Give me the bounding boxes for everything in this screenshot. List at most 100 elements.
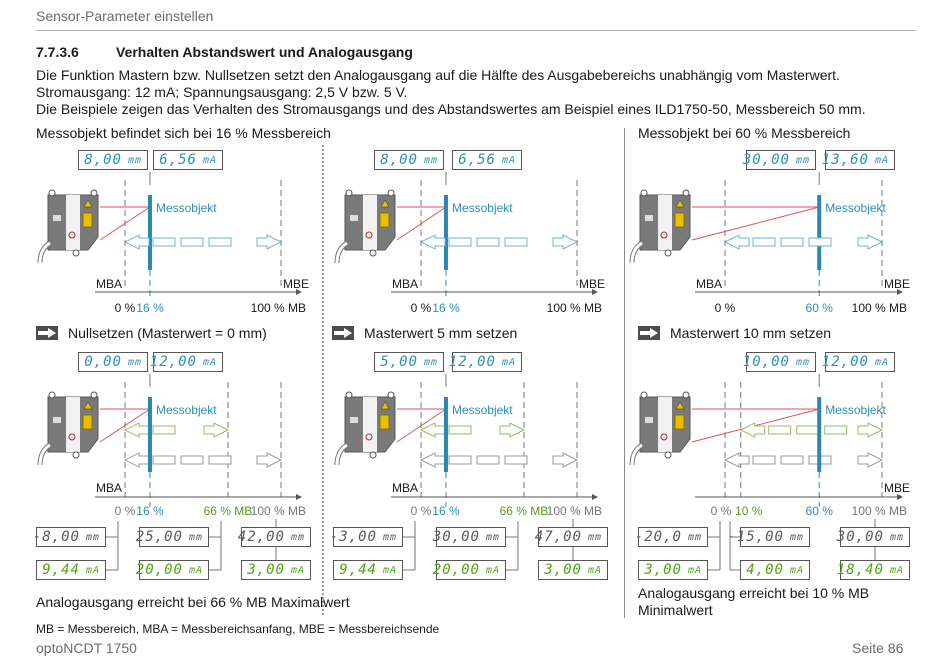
range-arrow-segment	[448, 237, 472, 247]
tick-label-100: 100 % MB	[852, 301, 907, 315]
arrow-right-icon	[638, 326, 660, 340]
lcd-unit: mm	[423, 356, 438, 368]
brand-logo-icon	[365, 433, 373, 441]
sensor-label-strip	[66, 195, 80, 250]
tick-label-object: 16 %	[432, 301, 460, 315]
panel-2-bottom-lcd-current: 12,00 mA	[449, 352, 522, 372]
measuring-range-arrow-segment	[152, 455, 176, 465]
lcd-value: 3,00	[544, 562, 582, 578]
panel-2-top-lcd-distance: 8,00 mm	[374, 150, 444, 170]
panel-3-readout-2-distance: -15,00 mm	[727, 527, 810, 547]
range-arrow-right-head	[857, 234, 884, 250]
tick-label-0: 0 %	[115, 504, 136, 518]
panel-1-readout-1-current: 9,44 mA	[36, 560, 106, 580]
measurement-object	[443, 397, 448, 472]
tick-label-100: 100 % MB	[251, 504, 306, 518]
measurement-object	[443, 195, 448, 270]
panel-1-readout-2-current: 20,00 mA	[136, 560, 209, 580]
lcd-unit: mm	[188, 531, 203, 543]
panel-1-top-lcd-current: 6,56 mA	[153, 150, 223, 170]
mba-label: MBA	[696, 277, 722, 291]
lcd-value: 18,40	[836, 562, 884, 578]
lcd-unit: mm	[127, 356, 142, 368]
messobjekt-label: Messobjekt	[825, 403, 886, 417]
mount-hole	[682, 189, 690, 197]
panel-3-note-2: Minimalwert	[638, 602, 713, 618]
messobjekt-label: Messobjekt	[452, 403, 513, 417]
panel-3-top-lcd-current: 13,60 mA	[822, 150, 895, 170]
lcd-unit: mA	[789, 564, 804, 576]
panel-3-readout-2-current: 4,00 mA	[740, 560, 810, 580]
mount-hole	[48, 391, 56, 399]
axis-arrow-icon	[296, 289, 302, 295]
tick-label-object: 60 %	[806, 504, 834, 518]
panel-2-readout-2-current: 20,00 mA	[433, 560, 506, 580]
laser-reflection	[396, 206, 447, 241]
measurement-object	[147, 397, 152, 472]
lcd-unit: mA	[188, 564, 203, 576]
lcd-value: 8,00	[84, 152, 122, 168]
sensor-grille	[350, 417, 358, 423]
output-range-arrow-left-head	[739, 422, 766, 438]
measuring-range-arrow-left-head	[419, 452, 446, 468]
measuring-range-arrow-right-head	[256, 452, 283, 468]
panel-divider-solid	[624, 128, 625, 618]
lcd-value: -3,00	[329, 529, 377, 545]
measuring-range-arrow-segment	[208, 455, 232, 465]
sensor-window-icon	[379, 414, 390, 430]
panel-1-note: Analogausgang erreicht bei 66 % MB Maxim…	[36, 594, 350, 610]
lcd-value: 47,00	[534, 529, 582, 545]
output-range-arrow-left-head	[123, 422, 150, 438]
lcd-unit: mA	[889, 564, 904, 576]
output-range-arrow-segment	[448, 425, 472, 435]
panel-1-readout-2-distance: 25,00 mm	[136, 527, 209, 547]
lcd-unit: mm	[789, 531, 804, 543]
panel-divider-dotted	[322, 145, 324, 615]
panel-1-caption: Messobjekt befindet sich bei 16 % Messbe…	[36, 125, 331, 141]
output-range-arrow-right-head	[857, 422, 884, 438]
mba-label: MBA	[96, 481, 122, 495]
measuring-range-arrow-segment	[752, 455, 776, 465]
lcd-value: -15,00	[727, 529, 784, 545]
panel-3-bottom-lcd-distance: 10,00 mm	[743, 352, 816, 372]
mount-hole	[369, 249, 377, 257]
intro-paragraph-3: Die Beispiele zeigen das Verhalten des S…	[36, 101, 866, 117]
mba-label: MBA	[392, 481, 418, 495]
lcd-unit: mA	[874, 154, 889, 166]
lcd-unit: mA	[687, 564, 702, 576]
lcd-value: 3,00	[644, 562, 682, 578]
laser-warning-icon	[675, 401, 685, 410]
sensor-window-icon	[379, 212, 390, 228]
laser-reflection	[691, 206, 820, 241]
tick-label-output-max: 66 % MB	[204, 504, 253, 518]
range-arrow-left-head	[123, 234, 150, 250]
tick-label-100: 100 % MB	[852, 504, 907, 518]
tick-label-0: 0 %	[411, 301, 432, 315]
cable-icon-inner	[630, 241, 643, 264]
tick-label-100: 100 % MB	[547, 504, 602, 518]
messobjekt-label: Messobjekt	[825, 201, 886, 215]
panel-2-readout-3-distance: 47,00 mm	[534, 527, 608, 547]
measuring-range-arrow-left-head	[123, 452, 150, 468]
mount-hole	[387, 189, 395, 197]
lcd-unit: mA	[202, 154, 217, 166]
mbe-label: MBE	[884, 277, 910, 291]
footer-page-number: Seite 86	[852, 640, 904, 656]
lcd-value: 9,44	[339, 562, 377, 578]
panel-2-step-label: Masterwert 5 mm setzen	[364, 325, 518, 341]
arrow-right-icon	[332, 326, 354, 340]
lcd-value: -8,00	[32, 529, 80, 545]
mount-hole	[48, 189, 56, 197]
sensor-label-strip	[66, 397, 80, 452]
sensor-label-strip	[363, 195, 377, 250]
lcd-value: 5,00	[380, 354, 418, 370]
laser-warning-icon	[380, 199, 390, 208]
axis-arrow-icon	[897, 289, 903, 295]
range-arrow-left-head	[419, 234, 446, 250]
lcd-value: 3,00	[247, 562, 285, 578]
measurement-object	[817, 195, 822, 270]
intro-paragraph-2: Stromausgang: 12 mA; Spannungsausgang: 2…	[36, 84, 408, 100]
measuring-range-arrow-segment	[448, 455, 472, 465]
mount-hole	[90, 391, 98, 399]
